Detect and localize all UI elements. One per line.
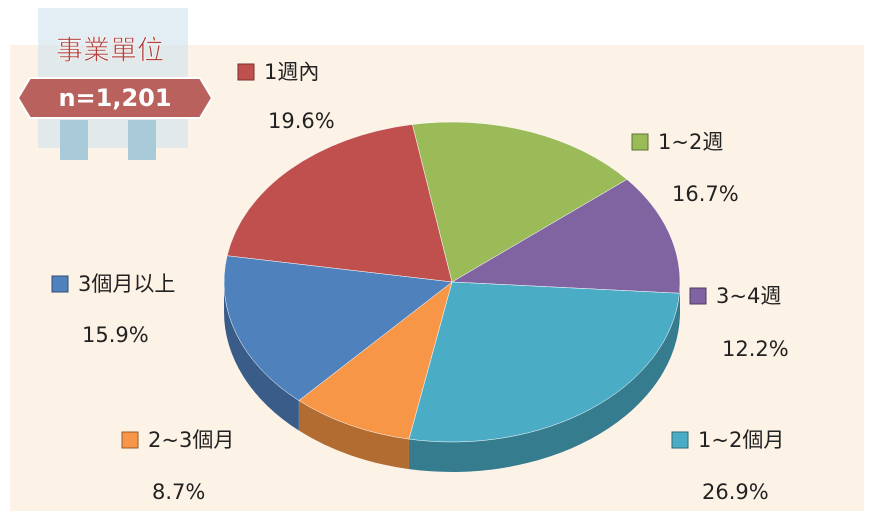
category-label: 1~2個月 bbox=[698, 428, 784, 452]
badge-ribbon bbox=[16, 77, 214, 119]
slice bbox=[226, 124, 453, 283]
slice-side bbox=[224, 282, 299, 431]
badge-title: 事業單位 bbox=[56, 36, 164, 67]
legend-marker bbox=[237, 63, 255, 81]
category-label: 3~4週 bbox=[716, 284, 781, 308]
legend-marker bbox=[671, 431, 689, 449]
slice-side bbox=[298, 400, 409, 470]
legend-marker bbox=[51, 275, 69, 293]
slice bbox=[451, 179, 681, 294]
badge-n: n=1,201 bbox=[58, 84, 171, 112]
value-label: 15.9% bbox=[82, 323, 149, 347]
category-label: 3個月以上 bbox=[78, 272, 175, 296]
category-label: 2~3個月 bbox=[148, 428, 234, 452]
value-label: 12.2% bbox=[722, 337, 789, 361]
legend-marker bbox=[689, 287, 707, 305]
category-label: 1~2週 bbox=[658, 130, 723, 154]
category-label: 1週內 bbox=[264, 60, 319, 84]
badge-building bbox=[60, 120, 88, 160]
badge: 事業單位 n=1,201 bbox=[16, 8, 214, 160]
value-label: 16.7% bbox=[672, 182, 739, 206]
slice-side bbox=[408, 293, 680, 472]
slice bbox=[298, 281, 453, 440]
legend-marker bbox=[631, 133, 649, 151]
value-label: 26.9% bbox=[702, 480, 769, 504]
slice bbox=[223, 255, 453, 401]
value-label: 19.6% bbox=[268, 109, 335, 133]
legend-marker bbox=[121, 431, 139, 449]
value-label: 8.7% bbox=[152, 480, 205, 504]
badge-building bbox=[128, 120, 156, 160]
slice bbox=[408, 281, 680, 443]
slice bbox=[412, 121, 628, 283]
